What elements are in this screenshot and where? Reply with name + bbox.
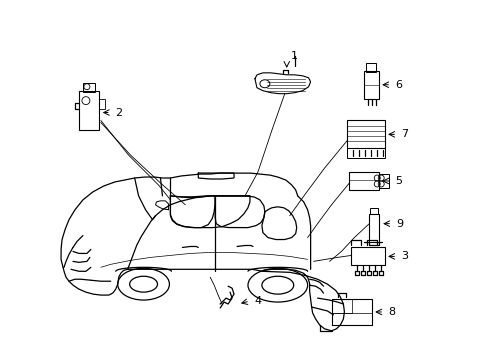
Text: 3: 3 [400,251,407,261]
Text: 9: 9 [395,219,403,229]
Text: 5: 5 [394,176,401,186]
Text: 6: 6 [394,80,401,90]
Text: 1: 1 [291,51,298,61]
Bar [346,148,385,158]
Bar [332,299,352,313]
Text: 4: 4 [253,296,261,306]
Bar [369,208,377,214]
Bar [346,121,385,148]
Text: 7: 7 [400,129,407,139]
Bar [366,63,375,72]
Bar [332,299,371,325]
Bar [379,174,388,188]
Bar [368,214,379,242]
Bar [351,247,385,265]
Bar [349,172,379,190]
Bar [83,83,95,92]
Bar [79,91,99,130]
Bar [364,71,379,99]
Text: 2: 2 [115,108,122,117]
Bar [99,99,104,109]
Text: 8: 8 [387,307,394,317]
